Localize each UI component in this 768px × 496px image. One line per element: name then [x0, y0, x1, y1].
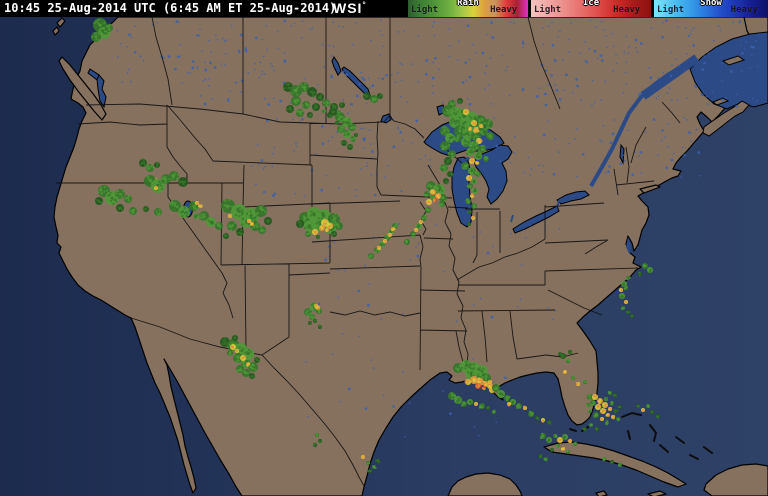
legend-heavy-label: Heavy [613, 5, 641, 15]
small-lakes-speckles [116, 19, 760, 438]
cuba [543, 441, 687, 488]
radar-map [0, 17, 768, 496]
legend-bar-ice: Light Heavy Ice [531, 0, 651, 17]
puget-sound [87, 68, 107, 109]
bahamas-and-keys [569, 411, 713, 460]
vancouver-island [58, 56, 107, 121]
lake-ontario [556, 190, 590, 205]
gulf-of-st-lawrence [689, 31, 768, 110]
legend-heavy-label: Heavy [730, 5, 758, 15]
long-island [639, 184, 661, 194]
jamaica [647, 490, 667, 496]
wsi-logo: WSI° [333, 0, 366, 16]
legend-heavy-label: Heavy [490, 5, 518, 15]
header-bar: 10:45 25-Aug-2014 UTC (6:45 AM ET 25-Aug… [0, 0, 768, 17]
legend-light-label: Light [411, 5, 439, 15]
maritime-islands [702, 55, 750, 137]
legend-name-label: Ice [582, 0, 600, 8]
north-america-mainland [53, 17, 768, 496]
nova-scotia [702, 100, 750, 137]
hispaniola [703, 463, 768, 496]
legend-bar-rain: Light Heavy Rain [408, 0, 528, 17]
radar-echoes [91, 18, 660, 473]
wsi-logo-text: WSI [333, 0, 363, 16]
prince-edward-island [711, 97, 730, 106]
timestamp: 10:45 25-Aug-2014 UTC (6:45 AM ET 25-Aug… [4, 1, 337, 15]
wsi-logo-mark: ° [362, 0, 366, 10]
legend-light-label: Light [657, 5, 685, 15]
anticosti-island [721, 55, 746, 66]
chesapeake-bay [626, 237, 631, 255]
precip-legend: Light Heavy Rain Light Heavy Ice Light Heavy Sno… [408, 0, 768, 17]
legend-light-label: Light [534, 5, 562, 15]
legend-bar-snow: Light Heavy Snow [654, 0, 768, 17]
legend-name-label: Rain [457, 0, 479, 8]
lake-winnipegosis [331, 56, 342, 76]
lake-champlain [619, 143, 625, 165]
yucatan-peninsula [447, 472, 523, 496]
lake-erie [512, 205, 560, 234]
haida-gwaii-islands [52, 17, 66, 36]
legend-name-label: Snow [700, 0, 722, 8]
